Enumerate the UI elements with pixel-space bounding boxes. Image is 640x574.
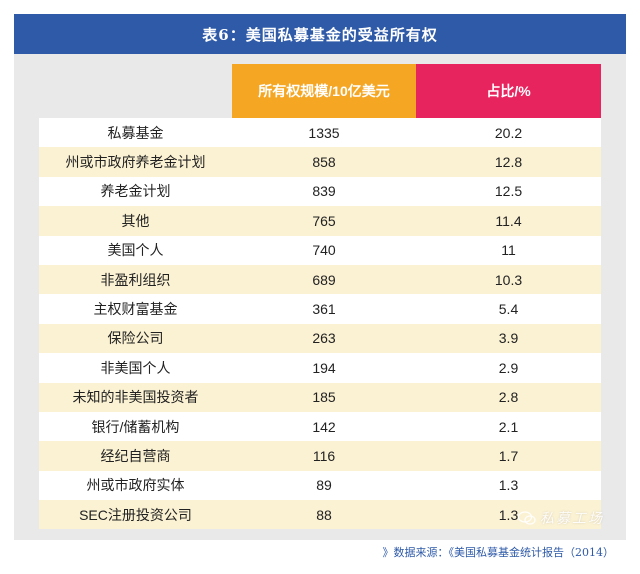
table-row: 州或市政府养老金计划 858 12.8 xyxy=(39,147,601,177)
watermark-text: 私募工场 xyxy=(540,510,604,526)
row-label-cell: 私募基金 xyxy=(107,124,164,141)
row-value-cell: 88 xyxy=(316,506,332,523)
row-value-cell: 194 xyxy=(312,359,336,376)
row-value-cell: 263 xyxy=(312,330,336,347)
table-title: 表6：美国私募基金的受益所有权 xyxy=(14,14,626,54)
row-label-cell: 美国个人 xyxy=(107,242,164,259)
table-row: 养老金计划 839 12.5 xyxy=(39,177,601,206)
table-row: 未知的非美国投资者 185 2.8 xyxy=(39,382,601,412)
row-ratio-cell: 2.8 xyxy=(498,389,519,406)
row-label-cell: 州或市政府养老金计划 xyxy=(65,154,206,171)
footer: 》数据来源：《美国私募基金统计报告（2014） xyxy=(14,540,626,564)
row-ratio-cell: 2.1 xyxy=(498,418,519,435)
row-value-cell: 361 xyxy=(312,301,336,318)
table-row: 主权财富基金 361 5.4 xyxy=(39,294,601,323)
row-label-cell: 主权财富基金 xyxy=(93,301,178,318)
header-value-cell: 所有权规模/10亿美元 xyxy=(232,64,416,118)
table-row: 银行/储蓄机构 142 2.1 xyxy=(39,412,601,441)
row-label-cell: 未知的非美国投资者 xyxy=(72,389,199,406)
table-row: 非盈利组织 689 10.3 xyxy=(39,264,601,295)
table-row: 非美国个人 194 2.9 xyxy=(39,353,601,382)
row-value-cell: 839 xyxy=(312,183,336,200)
table-header-row: 所有权规模/10亿美元 占比/% xyxy=(39,64,601,118)
row-ratio-cell: 2.9 xyxy=(498,359,519,376)
source-note: 》数据来源：《美国私募基金统计报告（2014） xyxy=(382,546,615,559)
row-label-cell: 非美国个人 xyxy=(100,359,171,376)
row-label-cell: 养老金计划 xyxy=(100,183,171,200)
row-value-cell: 689 xyxy=(312,271,336,288)
row-label-cell: 银行/储蓄机构 xyxy=(91,418,180,435)
row-ratio-cell: 1.7 xyxy=(498,447,519,464)
header-ratio-cell: 占比/% xyxy=(416,64,601,118)
table-row: 经纪自营商 116 1.7 xyxy=(39,441,601,471)
row-label-cell: SEC注册投资公司 xyxy=(79,506,192,523)
row-ratio-cell: 5.4 xyxy=(498,301,519,318)
table-row: 保险公司 263 3.9 xyxy=(39,323,601,354)
row-value-cell: 765 xyxy=(312,212,336,229)
table-panel: 所有权规模/10亿美元 占比/% 私募基金 1335 20.2 州或市政府养老金计划 8… xyxy=(14,54,626,540)
row-label-cell: 非盈利组织 xyxy=(100,271,171,288)
row-ratio-cell: 12.8 xyxy=(494,154,523,171)
row-label-cell: 州或市政府实体 xyxy=(86,477,185,494)
row-ratio-cell: 3.9 xyxy=(498,330,519,347)
table-row: 其他 765 11.4 xyxy=(39,206,601,236)
row-value-cell: 740 xyxy=(312,242,336,259)
row-value-cell: 858 xyxy=(312,154,336,171)
row-ratio-cell: 1.3 xyxy=(498,477,519,494)
wechat-icon xyxy=(517,511,536,525)
header-label-cell xyxy=(39,64,232,118)
row-ratio-cell: 12.5 xyxy=(494,183,523,200)
row-label-cell: 其他 xyxy=(121,212,150,229)
row-ratio-cell: 1.3 xyxy=(498,506,519,523)
row-value-cell: 116 xyxy=(312,447,336,464)
table-row: 美国个人 740 11 xyxy=(39,236,601,265)
ownership-table: 所有权规模/10亿美元 占比/% 私募基金 1335 20.2 州或市政府养老金计划 8… xyxy=(39,64,601,530)
row-ratio-cell: 10.3 xyxy=(494,271,523,288)
row-value-cell: 89 xyxy=(316,477,332,494)
table-body: 私募基金 1335 20.2 州或市政府养老金计划 858 12.8 养老金计划 839 12.… xyxy=(39,118,601,530)
row-ratio-cell: 20.2 xyxy=(494,124,523,141)
row-label-cell: 保险公司 xyxy=(107,330,164,347)
row-value-cell: 185 xyxy=(312,389,336,406)
table-row: SEC注册投资公司 88 1.3 xyxy=(39,500,601,530)
table-title-text: 表6：美国私募基金的受益所有权 xyxy=(202,25,438,44)
row-value-cell: 142 xyxy=(312,418,336,435)
watermark: 私募工场 xyxy=(517,508,604,528)
row-label-cell: 经纪自营商 xyxy=(100,447,171,464)
row-value-cell: 1335 xyxy=(308,124,340,141)
row-ratio-cell: 11 xyxy=(501,242,516,259)
table-row: 私募基金 1335 20.2 xyxy=(39,118,601,147)
table-row: 州或市政府实体 89 1.3 xyxy=(39,471,601,500)
row-ratio-cell: 11.4 xyxy=(495,212,522,229)
